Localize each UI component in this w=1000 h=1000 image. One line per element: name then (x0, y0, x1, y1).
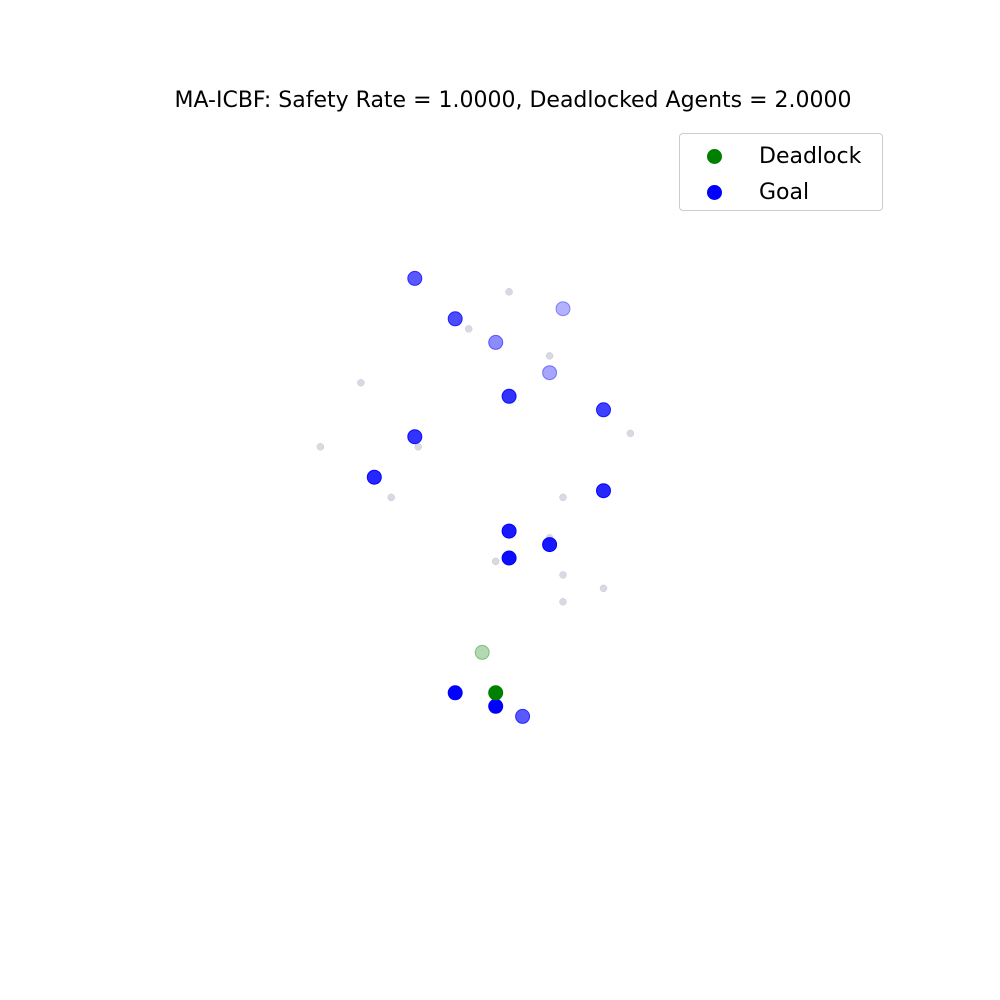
goal-point-12 (501, 550, 517, 566)
legend-marker-deadlock (707, 149, 722, 164)
trail-point-1 (464, 325, 473, 333)
goal-point-1 (447, 311, 463, 327)
goal-point-11 (542, 537, 558, 553)
goal-point-0 (407, 270, 423, 286)
trail-point-6 (626, 429, 635, 438)
legend-item-goal: Goal (680, 178, 882, 208)
legend: Deadlock Goal (679, 133, 883, 211)
trail-point-12 (599, 584, 608, 593)
legend-item-deadlock: Deadlock (680, 142, 882, 172)
goal-point-15 (515, 708, 531, 724)
legend-label-deadlock: Deadlock (759, 144, 862, 169)
goal-point-8 (366, 469, 382, 485)
chart-title: MA-ICBF: Safety Rate = 1.0000, Deadlocke… (174, 88, 852, 113)
goal-point-6 (596, 402, 611, 418)
goal-point-10 (501, 523, 517, 539)
trail-point-3 (357, 379, 365, 387)
trail-point-2 (545, 352, 554, 360)
goal-point-3 (488, 334, 504, 350)
goal-point-7 (407, 429, 423, 445)
deadlock-point-1 (474, 644, 490, 660)
goal-point-2 (555, 301, 571, 317)
goal-point-4 (542, 365, 558, 381)
trail-point-7 (387, 493, 395, 502)
legend-marker-goal (707, 185, 722, 200)
trail-point-10 (491, 557, 500, 566)
legend-label-goal: Goal (759, 180, 810, 205)
trail-point-13 (559, 598, 567, 606)
trail-point-4 (414, 443, 422, 451)
trail-point-11 (559, 571, 567, 579)
goal-point-14 (488, 698, 504, 714)
trail-point-8 (559, 493, 567, 502)
goal-point-5 (501, 388, 517, 404)
trail-point-0 (505, 288, 513, 296)
goal-point-13 (447, 685, 463, 701)
deadlock-point-0 (488, 685, 504, 701)
trail-point-5 (316, 443, 325, 451)
goal-point-9 (596, 483, 611, 499)
